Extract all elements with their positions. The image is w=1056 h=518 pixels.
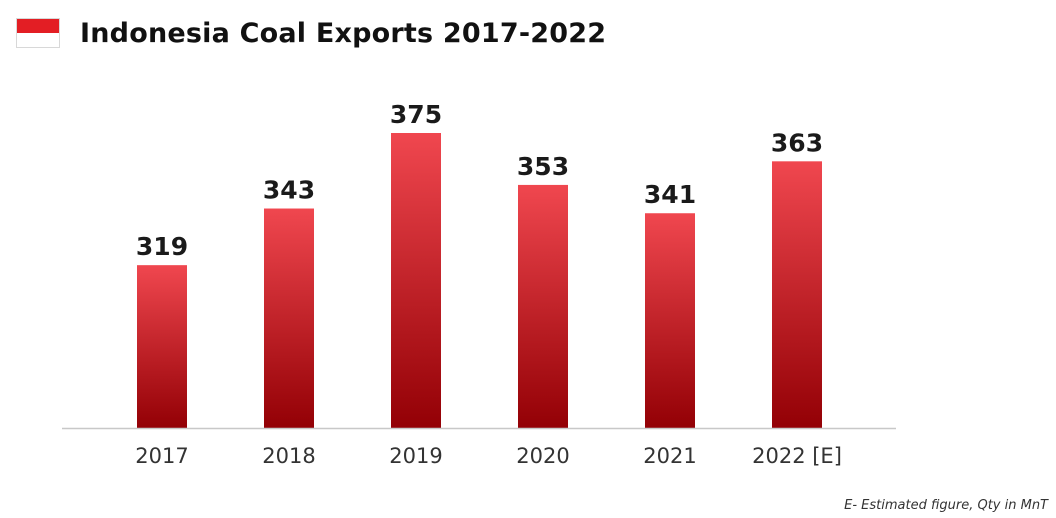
chart-title: Indonesia Coal Exports 2017-2022	[80, 17, 607, 49]
x-tick-label: 2017	[135, 444, 188, 468]
bar-value-label: 363	[771, 128, 823, 157]
x-tick-label: 2020	[516, 444, 569, 468]
bar-value-label: 319	[136, 232, 188, 261]
bar-2021	[645, 213, 695, 428]
x-tick-label: 2018	[262, 444, 315, 468]
bar-value-label: 353	[517, 152, 569, 181]
bar-2022 [E]	[772, 161, 822, 428]
bar-value-label: 343	[263, 176, 315, 205]
bar-2020	[518, 184, 568, 428]
bar-value-label: 375	[390, 100, 442, 129]
x-tick-label: 2022 [E]	[752, 444, 842, 468]
bar-2018	[264, 208, 314, 428]
x-tick-label: 2019	[389, 444, 442, 468]
bar-2019	[391, 133, 441, 428]
indonesia-flag-icon	[16, 18, 60, 48]
labels-layer: 319 2017 343 2018 375 2019 353 2020 341 2021 363 20…	[135, 100, 842, 468]
bar-2017	[137, 265, 187, 428]
footnote: E- Estimated figure, Qty in MnT	[844, 498, 1048, 513]
bars-layer	[137, 133, 822, 428]
x-tick-label: 2021	[643, 444, 696, 468]
chart-header: Indonesia Coal Exports 2017-2022	[16, 10, 606, 56]
bar-value-label: 341	[644, 180, 696, 209]
